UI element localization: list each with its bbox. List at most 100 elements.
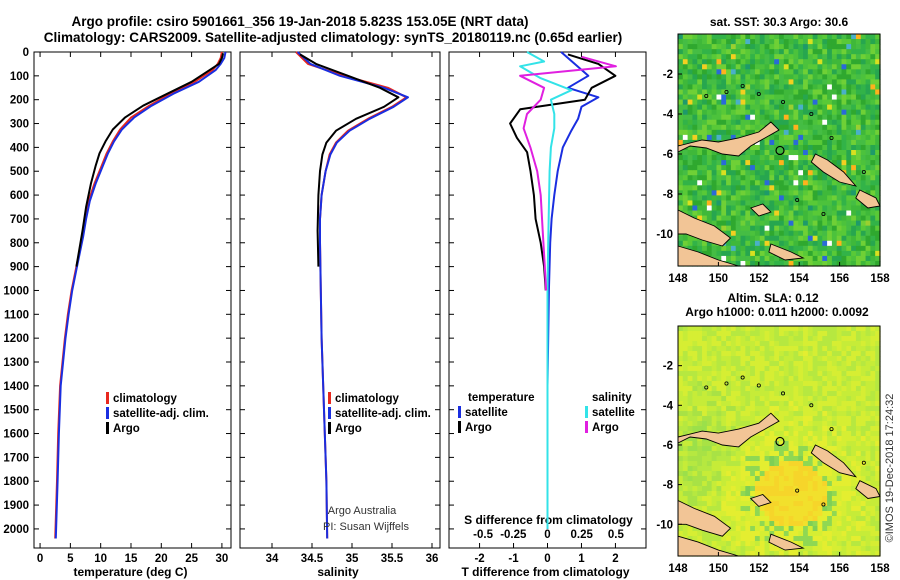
sla_map-cell [711,331,718,337]
sst_map-cell [697,165,703,171]
sla_map-cell [759,516,766,522]
sst_map-cell [706,34,713,40]
sla_map-cell [793,396,799,402]
sst_map-cell [735,49,742,55]
sla_map-cell [870,471,876,477]
sla_map-cell [711,366,718,372]
sst_map-cell [730,195,737,202]
sst_map-cell [831,54,838,60]
sst_map-cell [836,134,843,141]
sst_map-cell [807,44,814,50]
sst_map-cell [697,240,703,247]
sst_map-cell [754,59,761,65]
sst_map-cell [706,74,713,80]
sla_map-cell [822,396,828,402]
sla_map-cell [831,451,838,457]
sla_map-cell [730,466,737,472]
sla_map-cell [865,536,871,542]
sla_map-cell [865,426,871,432]
sst_map-cell [745,180,751,186]
sla_map-cell [803,376,809,382]
sst_map-cell [860,59,867,65]
sla_map-cell [812,346,819,352]
sst_map-cell [803,104,809,111]
sst_map-cell [846,220,852,227]
sst_map-cell [827,255,833,262]
sla_map-cell [740,381,746,387]
sla_map-cell [687,336,694,342]
sst_map-cell [687,119,694,126]
sst_map-cell [745,124,751,131]
sst_map-cell [875,84,881,91]
sla_map-cell [726,446,732,452]
sst_map-cell [793,109,799,116]
sst_map-cell [678,190,684,196]
sst_map-cell [759,150,766,156]
sla_map-cell [678,456,684,462]
sla_map-cell [817,346,823,352]
sst_map-cell [721,205,727,212]
sst_map-cell [697,109,703,116]
sst_map-cell [807,230,814,237]
sst_map-cell [692,205,698,212]
sla_map-cell [846,551,852,557]
sst_map-cell [855,69,862,75]
sst_map-cell [730,170,737,176]
sst_map-cell [846,205,852,212]
temperature-ytick-label: 1500 [3,405,29,417]
sst_map-cell [793,220,799,227]
sst_map-cell [726,124,732,131]
sst_map-cell [846,195,852,202]
sst_map-cell [711,64,718,70]
sst_map-cell [745,160,751,166]
sla_map-cell [769,516,775,522]
sla_map-cell [870,386,876,392]
sst_map-cell [692,54,698,60]
sla_map-cell [807,351,814,357]
sst_map-cell [687,74,694,80]
sst_map-cell [764,89,770,96]
sla_map-cell [860,426,867,432]
sla_map-cell [875,451,881,457]
sla_map-cell [682,391,689,397]
sla_map-cell [759,446,766,452]
sla_map-cell [783,446,790,452]
sst_map-cell [827,235,833,242]
sla_map-cell [798,506,804,512]
sst_map-cell [812,69,819,75]
sla_map-cell [726,351,732,357]
sst_map-cell [759,74,766,80]
sst_map-cell [836,155,843,161]
sst_map-cell [807,134,814,141]
sst_map-cell [812,49,819,55]
sst_map-cell [875,175,881,181]
sla_map-cell [711,536,718,542]
sla_map-cell [745,371,751,377]
sla_map-cell [716,371,722,377]
sla_map-cell [754,386,761,392]
sst_map-cell [865,64,871,70]
sla_map-cell [687,326,694,332]
sla_map-cell [846,486,852,492]
sla_map-cell [807,356,814,362]
sst_map-cell [841,59,847,65]
sla_map-cell [865,501,871,507]
sla_map-cell [822,546,828,552]
sla_map-cell [870,481,876,487]
sst_map-cell [759,54,766,60]
sla_map-cell [846,426,852,432]
sla_map-cell [687,346,694,352]
sla_map-cell [798,416,804,422]
sst_map-cell [682,124,689,131]
sla_map-cell [851,386,857,392]
sla_map-cell [793,366,799,372]
sla_map-cell [711,451,718,457]
sst_map-cell [716,205,722,212]
sst_map-cell [803,205,809,212]
salinity-climatology-line [295,51,408,539]
sla_map-cell [692,481,698,487]
sst_map-cell [721,175,727,181]
sst_map-cell [855,170,862,176]
sla_map-cell [817,526,823,532]
sla_map-cell [851,451,857,457]
